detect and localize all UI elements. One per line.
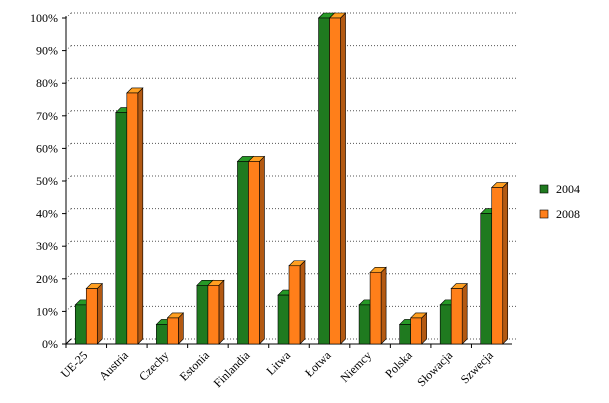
x-tick-label: Litwa: [263, 348, 293, 378]
x-tick-label: Polska: [382, 348, 415, 381]
y-tick-label: 60%: [36, 141, 58, 155]
y-tick-label: 10%: [36, 304, 58, 318]
bar: [126, 92, 139, 345]
bar: [237, 161, 249, 345]
bar: [248, 161, 260, 345]
legend: 2004 2008: [539, 182, 580, 221]
y-tick-label: 70%: [36, 109, 58, 123]
y-tick-label: 50%: [36, 174, 58, 188]
bar: [369, 271, 382, 345]
x-tick-label: Słowacja: [414, 348, 455, 389]
y-tick-label: 0%: [42, 337, 58, 351]
bar: [439, 304, 452, 345]
bar: [196, 285, 209, 345]
y-tick-label: 100%: [30, 11, 58, 25]
bar-side: [380, 266, 387, 345]
y-tick-label: 30%: [36, 239, 58, 253]
bar-side: [461, 282, 468, 345]
bar: [399, 324, 411, 345]
bar: [167, 317, 179, 345]
bar: [318, 17, 330, 345]
bar-side: [299, 260, 306, 345]
bar: [74, 304, 87, 345]
gridline-depth: [65, 143, 72, 149]
y-tick-label: 40%: [36, 207, 58, 221]
legend-swatch: [539, 184, 549, 194]
bar: [156, 324, 168, 345]
bar: [491, 187, 504, 345]
x-tick-label: Estonia: [177, 348, 213, 384]
x-tick-label: Szwecja: [458, 348, 497, 387]
y-tick-label: 80%: [36, 76, 58, 90]
gridline-depth: [65, 12, 72, 19]
bar-side: [502, 181, 509, 345]
bar-side: [340, 12, 346, 345]
bar: [480, 213, 493, 345]
bar: [277, 294, 290, 345]
bar: [358, 304, 371, 345]
y-tick-label: 20%: [36, 272, 58, 286]
x-tick-label: Niemcy: [337, 348, 374, 385]
bar: [207, 285, 220, 345]
y-tick-label: 90%: [36, 44, 58, 58]
x-tick-label: Finlandia: [211, 348, 253, 390]
x-tick-label: Czechy: [136, 348, 171, 383]
gridline-depth: [65, 77, 72, 84]
gridline-depth: [65, 273, 72, 280]
bar: [450, 288, 463, 345]
bar: [410, 317, 422, 345]
bar-side: [96, 282, 103, 345]
gridline-depth: [65, 240, 72, 247]
legend-label: 2004: [556, 182, 580, 196]
bar: [329, 17, 341, 345]
bar: [288, 265, 301, 345]
bar: [85, 288, 98, 345]
bar-side: [218, 279, 225, 345]
gridline-depth: [65, 45, 72, 51]
gridline-depth: [65, 306, 72, 312]
bars-layer: [74, 12, 509, 345]
legend-swatch: [539, 209, 549, 219]
bar-side: [259, 155, 265, 345]
legend-label: 2008: [556, 207, 580, 221]
x-tick-label: UE-25: [58, 348, 91, 381]
x-tick-label: Łotwa: [302, 348, 334, 380]
bar: [115, 112, 128, 345]
bar-side: [137, 87, 144, 345]
gridline-depth: [65, 208, 72, 214]
floor-edge: [65, 338, 72, 345]
gridline-depth: [65, 110, 72, 117]
x-tick-label: Austria: [96, 348, 131, 383]
gridline-depth: [65, 175, 72, 182]
